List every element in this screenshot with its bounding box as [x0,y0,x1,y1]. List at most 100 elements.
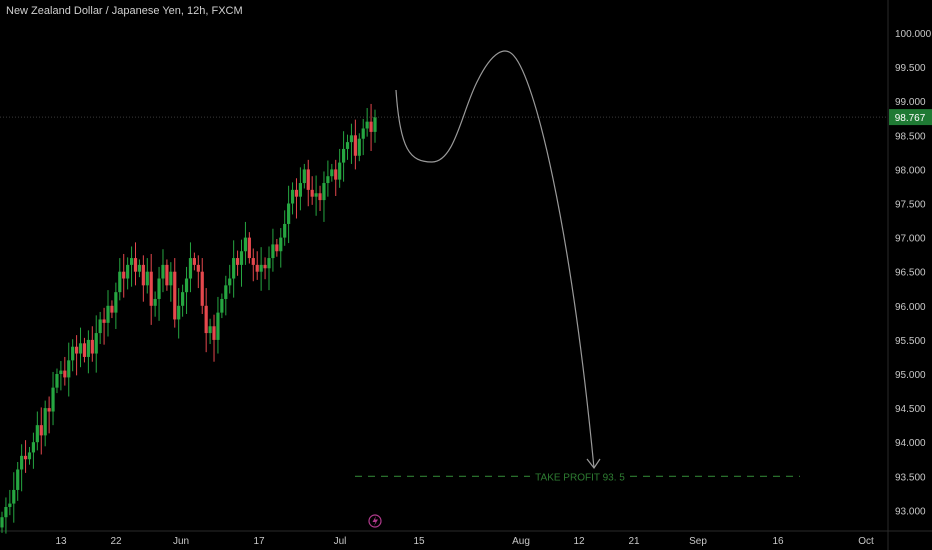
candle-body [86,339,90,357]
candle-body [39,425,43,436]
candle-body [153,298,157,306]
candle-body [137,264,142,272]
candle-body [228,278,232,286]
candle-body [341,148,346,163]
candle-body [232,258,236,279]
projection-arrowhead [586,458,601,470]
candle-body [212,326,216,340]
candle-body [169,271,173,286]
candle-body [71,346,75,361]
candle-body [322,183,326,201]
x-tick-label: 17 [253,536,265,547]
x-tick-label: 21 [628,536,640,547]
candle-body [334,169,338,180]
y-tick-label: 94.000 [895,438,926,449]
y-tick-label: 98.500 [895,131,926,142]
x-tick-label: 22 [110,536,122,547]
candle-body [353,135,357,156]
candle-body [357,138,361,156]
y-tick-label: 95.000 [895,370,926,381]
candle-body [173,271,177,320]
candle-body [287,203,291,224]
candle-body [247,237,251,259]
candle-body [338,162,342,180]
y-tick-label: 100.000 [895,29,932,40]
candle-body [157,278,161,299]
candle-body [106,305,110,323]
take-profit-label: TAKE PROFIT 93. 5 [535,472,625,483]
last-price-label: 98.767 [895,113,926,124]
y-tick-label: 99.500 [895,63,926,74]
candle-body [294,189,299,197]
candle-body [63,370,67,378]
candle-body [78,343,83,354]
y-tick-label: 96.000 [895,302,926,313]
lightning-icon-glyph [372,516,378,526]
candle-body [224,285,228,299]
y-tick-label: 93.500 [895,472,926,483]
x-tick-label: 13 [55,536,67,547]
candle-body [271,244,275,259]
candle-body [67,360,71,378]
y-tick-label: 95.500 [895,336,926,347]
candle-body [114,292,118,313]
candle-body [122,271,126,279]
candle-body [110,305,114,313]
candle-body [23,455,28,460]
candle-body [59,370,63,374]
candle-body [373,117,377,132]
candle-body [4,506,8,518]
candle-body [188,258,193,279]
symbol-title: New Zealand Dollar / Japanese Yen, 12h, … [6,5,243,17]
candle-body [133,258,138,272]
candle-body [208,326,212,334]
candle-body [145,271,149,286]
candle-body [8,503,12,507]
y-tick-label: 93.000 [895,506,926,517]
candle-body [75,346,79,354]
candle-body [31,442,36,453]
candle-body [220,298,224,313]
candle-body [255,264,259,272]
y-tick-label: 98.000 [895,165,926,176]
x-tick-label: Oct [858,536,874,547]
x-tick-label: Jul [334,536,347,547]
last-price-badge [889,109,932,126]
candle-body [16,469,20,490]
candle-body [290,189,295,204]
candle-body [251,258,255,265]
x-tick-label: Jun [173,536,189,547]
candle-body [298,183,302,197]
lightning-icon[interactable] [368,514,382,528]
candle-body [94,333,98,354]
candle-body [326,176,330,184]
candle-body [349,135,354,143]
candle-body [102,319,106,323]
x-tick-label: 12 [573,536,585,547]
candle-body [149,271,153,306]
candle-body [369,121,373,132]
candle-body [306,169,310,190]
x-tick-label: 16 [772,536,784,547]
candle-body [126,264,130,279]
candle-body [235,258,240,265]
candle-body [118,271,122,293]
x-tick-label: Aug [512,536,530,547]
candle-body [283,223,287,238]
candle-body [365,121,369,129]
candle-body [192,258,196,265]
candle-body [361,128,365,139]
candle-body [302,169,306,184]
candle-body [141,264,145,286]
candle-body [0,517,4,528]
projection-path[interactable] [395,50,595,469]
candle-body [310,189,314,197]
candle-body [43,408,47,436]
candle-body [20,455,24,470]
candle-body [165,264,169,286]
candle-body [318,193,322,201]
candle-body [181,292,185,306]
candle-body [314,193,318,197]
